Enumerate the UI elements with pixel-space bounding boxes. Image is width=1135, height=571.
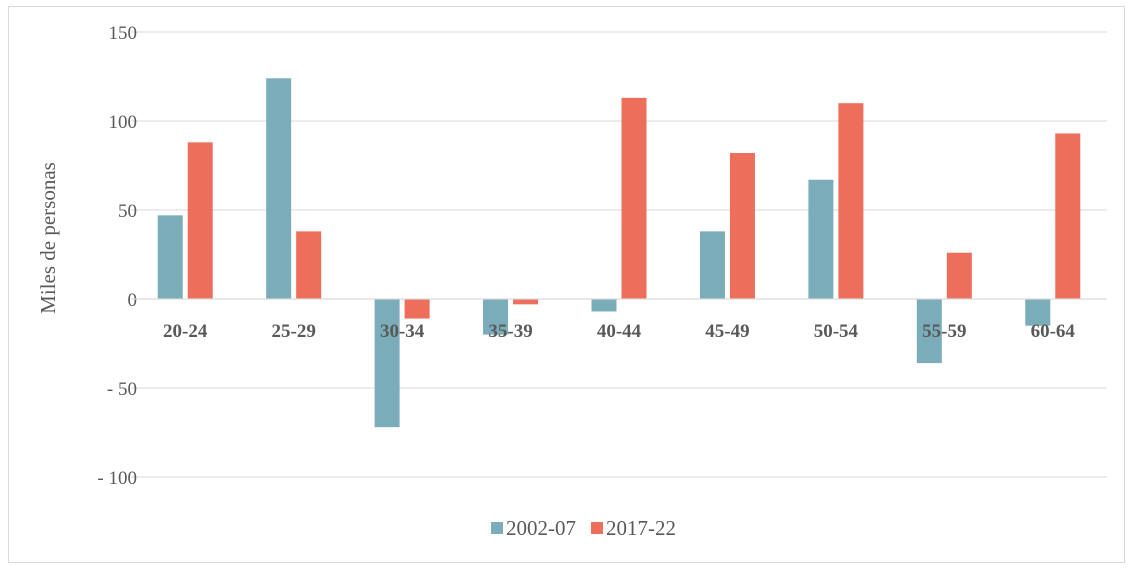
bar-2002-07-20-24 <box>157 215 183 299</box>
bar-2002-07-25-29 <box>266 78 292 299</box>
gridlines <box>131 31 1107 478</box>
y-tick-label: - 100 <box>97 468 137 489</box>
x-tick-label: 40-44 <box>597 321 642 342</box>
y-axis-ticks: 150 100 50 0 - 50 - 100 <box>97 23 137 489</box>
bar-2017-22-25-29 <box>296 231 322 299</box>
bar-2017-22-20-24 <box>187 142 213 299</box>
x-tick-label: 55-59 <box>922 321 966 342</box>
x-tick-label: 20-24 <box>163 321 208 342</box>
x-tick-label: 35-39 <box>488 321 532 342</box>
y-tick-label: 100 <box>109 112 138 133</box>
bar-2017-22-55-59 <box>946 252 972 299</box>
bar-2002-07-50-54 <box>808 179 834 299</box>
bar-2002-07-35-39 <box>483 299 509 335</box>
bar-2002-07-30-34 <box>374 299 400 428</box>
x-tick-label: 60-64 <box>1031 321 1076 342</box>
legend: 2002-07 2017-22 <box>491 516 676 540</box>
bar-2002-07-40-44 <box>591 299 617 312</box>
x-tick-label: 25-29 <box>272 321 316 342</box>
x-tick-label: 50-54 <box>814 321 859 342</box>
bar-2002-07-55-59 <box>916 299 942 364</box>
bar-2017-22-40-44 <box>621 97 647 299</box>
bar-2017-22-50-54 <box>838 103 864 299</box>
legend-swatch-2002-07 <box>491 522 503 534</box>
x-axis-category-labels: 20-24 25-29 30-34 35-39 40-44 45-49 50-54 55-59… <box>163 321 1075 342</box>
bar-2017-22-30-34 <box>404 299 430 319</box>
bar-2017-22-45-49 <box>729 153 755 299</box>
legend-swatch-2017-22 <box>591 522 603 534</box>
y-axis-title: Miles de personas <box>36 162 60 314</box>
y-tick-label: - 50 <box>107 379 137 400</box>
bar-2002-07-60-64 <box>1025 299 1051 326</box>
y-tick-label: 150 <box>109 23 138 44</box>
bar-2017-22-35-39 <box>513 299 539 305</box>
y-tick-label: 50 <box>118 201 137 222</box>
bar-2017-22-60-64 <box>1055 133 1081 299</box>
legend-label: 2002-07 <box>506 516 576 540</box>
y-tick-label: 0 <box>128 290 138 311</box>
x-tick-label: 30-34 <box>380 321 425 342</box>
bar-2002-07-45-49 <box>699 231 725 299</box>
bars <box>157 78 1081 428</box>
x-tick-label: 45-49 <box>705 321 749 342</box>
legend-label: 2017-22 <box>606 516 676 540</box>
